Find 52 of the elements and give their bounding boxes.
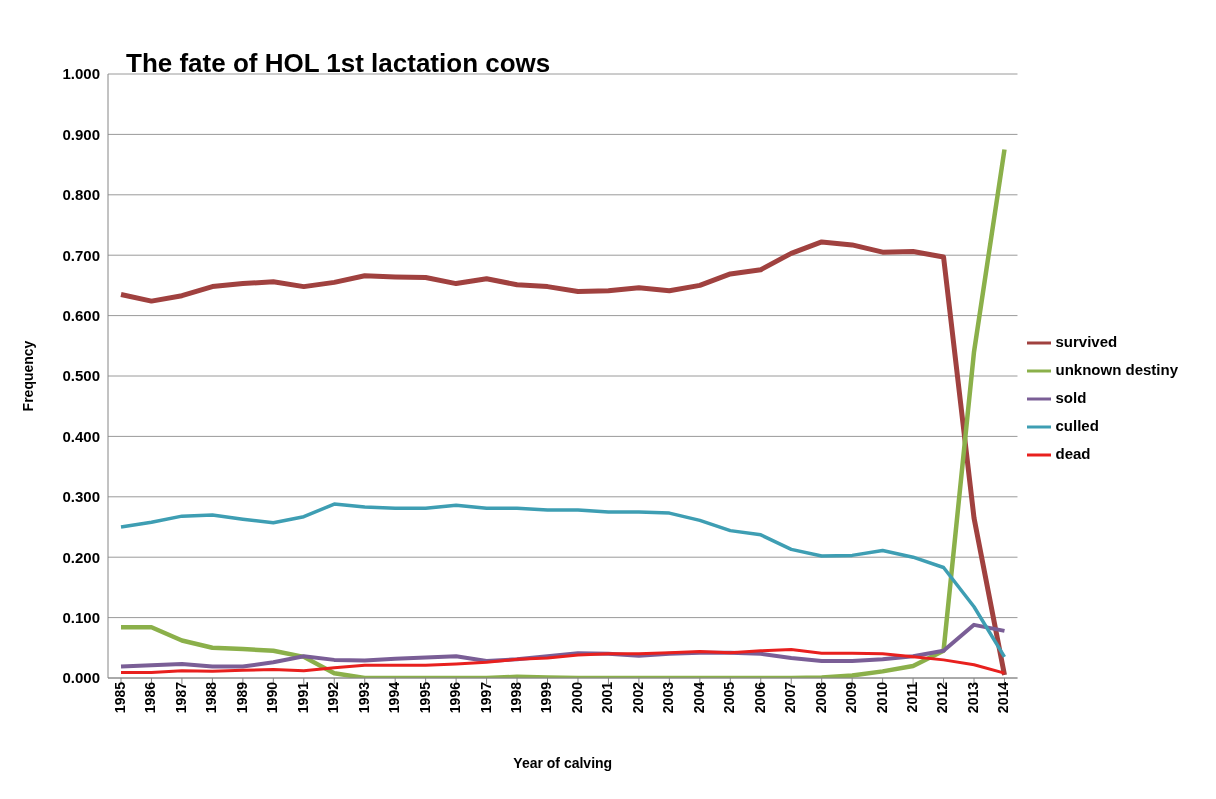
y-tick-label: 0.900 bbox=[62, 125, 100, 143]
y-tick-label: 1.000 bbox=[62, 65, 100, 83]
x-tick-label: 1986 bbox=[142, 681, 159, 714]
x-tick-label: 1989 bbox=[233, 681, 250, 714]
x-tick-label: 1994 bbox=[386, 681, 403, 714]
x-tick-label: 1997 bbox=[477, 681, 494, 714]
y-tick-label: 0.100 bbox=[62, 608, 100, 626]
x-tick-label: 1996 bbox=[447, 681, 464, 714]
x-tick-label: 1991 bbox=[294, 681, 311, 714]
x-tick-label: 2014 bbox=[995, 681, 1012, 714]
legend-label: dead bbox=[1055, 445, 1091, 462]
x-tick-label: 2000 bbox=[568, 681, 585, 714]
x-tick-label: 2011 bbox=[904, 681, 921, 713]
line-series bbox=[118, 147, 1007, 678]
y-tick-label: 0.700 bbox=[62, 246, 100, 264]
y-tick-label: 0.400 bbox=[62, 427, 100, 445]
y-tick-label: 0.200 bbox=[62, 548, 100, 566]
x-tick-label: 2013 bbox=[964, 681, 981, 714]
x-tick-label: 2006 bbox=[751, 681, 768, 714]
x-tick-label: 2007 bbox=[782, 681, 799, 714]
x-tick-label: 1990 bbox=[264, 681, 281, 714]
y-tick-label: 0.000 bbox=[62, 669, 100, 687]
x-tick-label: 1993 bbox=[355, 681, 372, 714]
x-tick-label: 2008 bbox=[812, 681, 829, 714]
x-tick-label: 1987 bbox=[172, 681, 189, 714]
x-tick-label: 1999 bbox=[538, 681, 555, 714]
x-tick-label: 1992 bbox=[325, 681, 342, 714]
y-tick-label: 0.300 bbox=[62, 488, 100, 506]
line-series bbox=[119, 502, 1007, 659]
x-tick-label: 1988 bbox=[203, 681, 220, 714]
x-tick-label: 2002 bbox=[629, 681, 646, 714]
x-tick-label: 1998 bbox=[507, 681, 524, 714]
x-axis-title: Year of calving bbox=[513, 755, 613, 771]
legend-label: culled bbox=[1055, 417, 1099, 434]
x-tick-label: 2012 bbox=[934, 681, 951, 714]
x-tick-label: 2004 bbox=[690, 681, 707, 714]
x-tick-label: 1985 bbox=[111, 681, 128, 714]
y-axis-title: Frequency bbox=[19, 340, 36, 412]
y-tick-label: 0.800 bbox=[62, 186, 100, 204]
legend-label: survived bbox=[1055, 333, 1118, 350]
x-tick-label: 1995 bbox=[416, 681, 433, 714]
line-series bbox=[119, 648, 1006, 675]
x-tick-label: 2009 bbox=[843, 681, 860, 714]
y-tick-label: 0.600 bbox=[62, 306, 100, 324]
x-tick-label: 2005 bbox=[721, 681, 738, 714]
legend-label: sold bbox=[1055, 389, 1087, 406]
legend-label: unknown destiny bbox=[1055, 361, 1178, 378]
x-tick-label: 2003 bbox=[660, 681, 677, 714]
y-tick-label: 0.500 bbox=[62, 367, 100, 385]
x-tick-label: 2001 bbox=[599, 681, 616, 714]
x-tick-label: 2010 bbox=[873, 681, 890, 714]
chart-title: The fate of HOL 1st lactation cows bbox=[126, 48, 551, 79]
